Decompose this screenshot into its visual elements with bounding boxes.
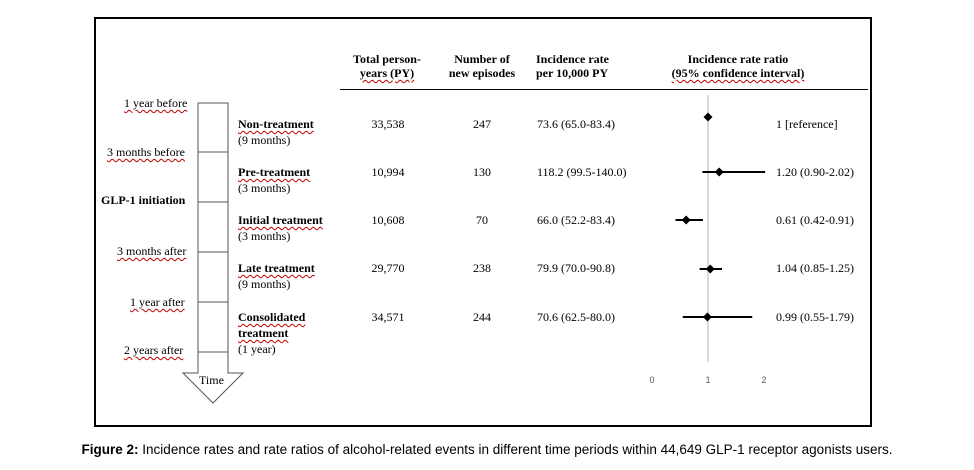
rate-late-treatment: 79.9 (70.0-90.8) [537, 261, 615, 275]
period-name-consolidated-treatment: Consolidated treatment [238, 310, 306, 340]
period-name-late-treatment: Late treatment [238, 261, 315, 275]
figure-frame [94, 17, 872, 427]
period-duration-late-treatment: (9 months) [238, 277, 291, 291]
episodes-late-treatment: 238 [473, 261, 491, 275]
episodes-initial-treatment: 70 [476, 213, 488, 227]
episodes-consolidated-treatment: 244 [473, 310, 491, 324]
timeline-3-months-after: 3 months after [117, 244, 187, 258]
period-duration-pre-treatment: (3 months) [238, 181, 291, 195]
period-name-non-treatment: Non-treatment [238, 117, 314, 131]
period-duration-consolidated-treatment: (1 year) [238, 342, 276, 356]
header-episodes: Number of new episodes [448, 52, 516, 80]
timeline-3-months-before: 3 months before [107, 145, 185, 159]
period-duration-non-treatment: (9 months) [238, 133, 291, 147]
timeline-2-years-after: 2 years after [124, 343, 184, 357]
header-rate: Incidence rate per 10,000 PY [536, 52, 609, 80]
ratio-text-consolidated-treatment: 0.99 (0.55-1.79) [776, 310, 854, 324]
person-years-late-treatment: 29,770 [371, 261, 405, 275]
timeline-1-year-after: 1 year after [130, 295, 185, 309]
period-name-initial-treatment: Initial treatment [238, 213, 323, 227]
figure-caption: Figure 2: Incidence rates and rate ratio… [0, 442, 974, 457]
caption-prefix: Figure 2: [81, 442, 139, 457]
period-name-pre-treatment: Pre-treatment [238, 165, 311, 179]
ratio-text-non-treatment: 1 [reference] [776, 117, 838, 131]
rate-pre-treatment: 118.2 (99.5-140.0) [537, 165, 627, 179]
ratio-text-late-treatment: 1.04 (0.85-1.25) [776, 261, 854, 275]
rate-consolidated-treatment: 70.6 (62.5-80.0) [537, 310, 615, 324]
episodes-non-treatment: 247 [473, 117, 491, 131]
rate-non-treatment: 73.6 (65.0-83.4) [537, 117, 615, 131]
person-years-non-treatment: 33,538 [371, 117, 405, 131]
period-duration-initial-treatment: (3 months) [238, 229, 291, 243]
person-years-initial-treatment: 10,608 [371, 213, 405, 227]
header-rule [340, 89, 868, 90]
time-axis-label: Time [199, 373, 224, 387]
timeline-1-year-before: 1 year before [124, 96, 188, 110]
episodes-pre-treatment: 130 [473, 165, 491, 179]
header-ratio: Incidence rate ratio (95% confidence int… [671, 52, 805, 80]
rate-initial-treatment: 66.0 (52.2-83.4) [537, 213, 615, 227]
person-years-consolidated-treatment: 34,571 [371, 310, 405, 324]
header-person-years: Total person- years (PY) [353, 52, 421, 80]
timeline-glp1-initiation: GLP-1 initiation [101, 193, 186, 207]
ratio-text-pre-treatment: 1.20 (0.90-2.02) [776, 165, 854, 179]
caption-text: Incidence rates and rate ratios of alcoh… [138, 442, 893, 457]
person-years-pre-treatment: 10,994 [371, 165, 405, 179]
ratio-text-initial-treatment: 0.61 (0.42-0.91) [776, 213, 854, 227]
